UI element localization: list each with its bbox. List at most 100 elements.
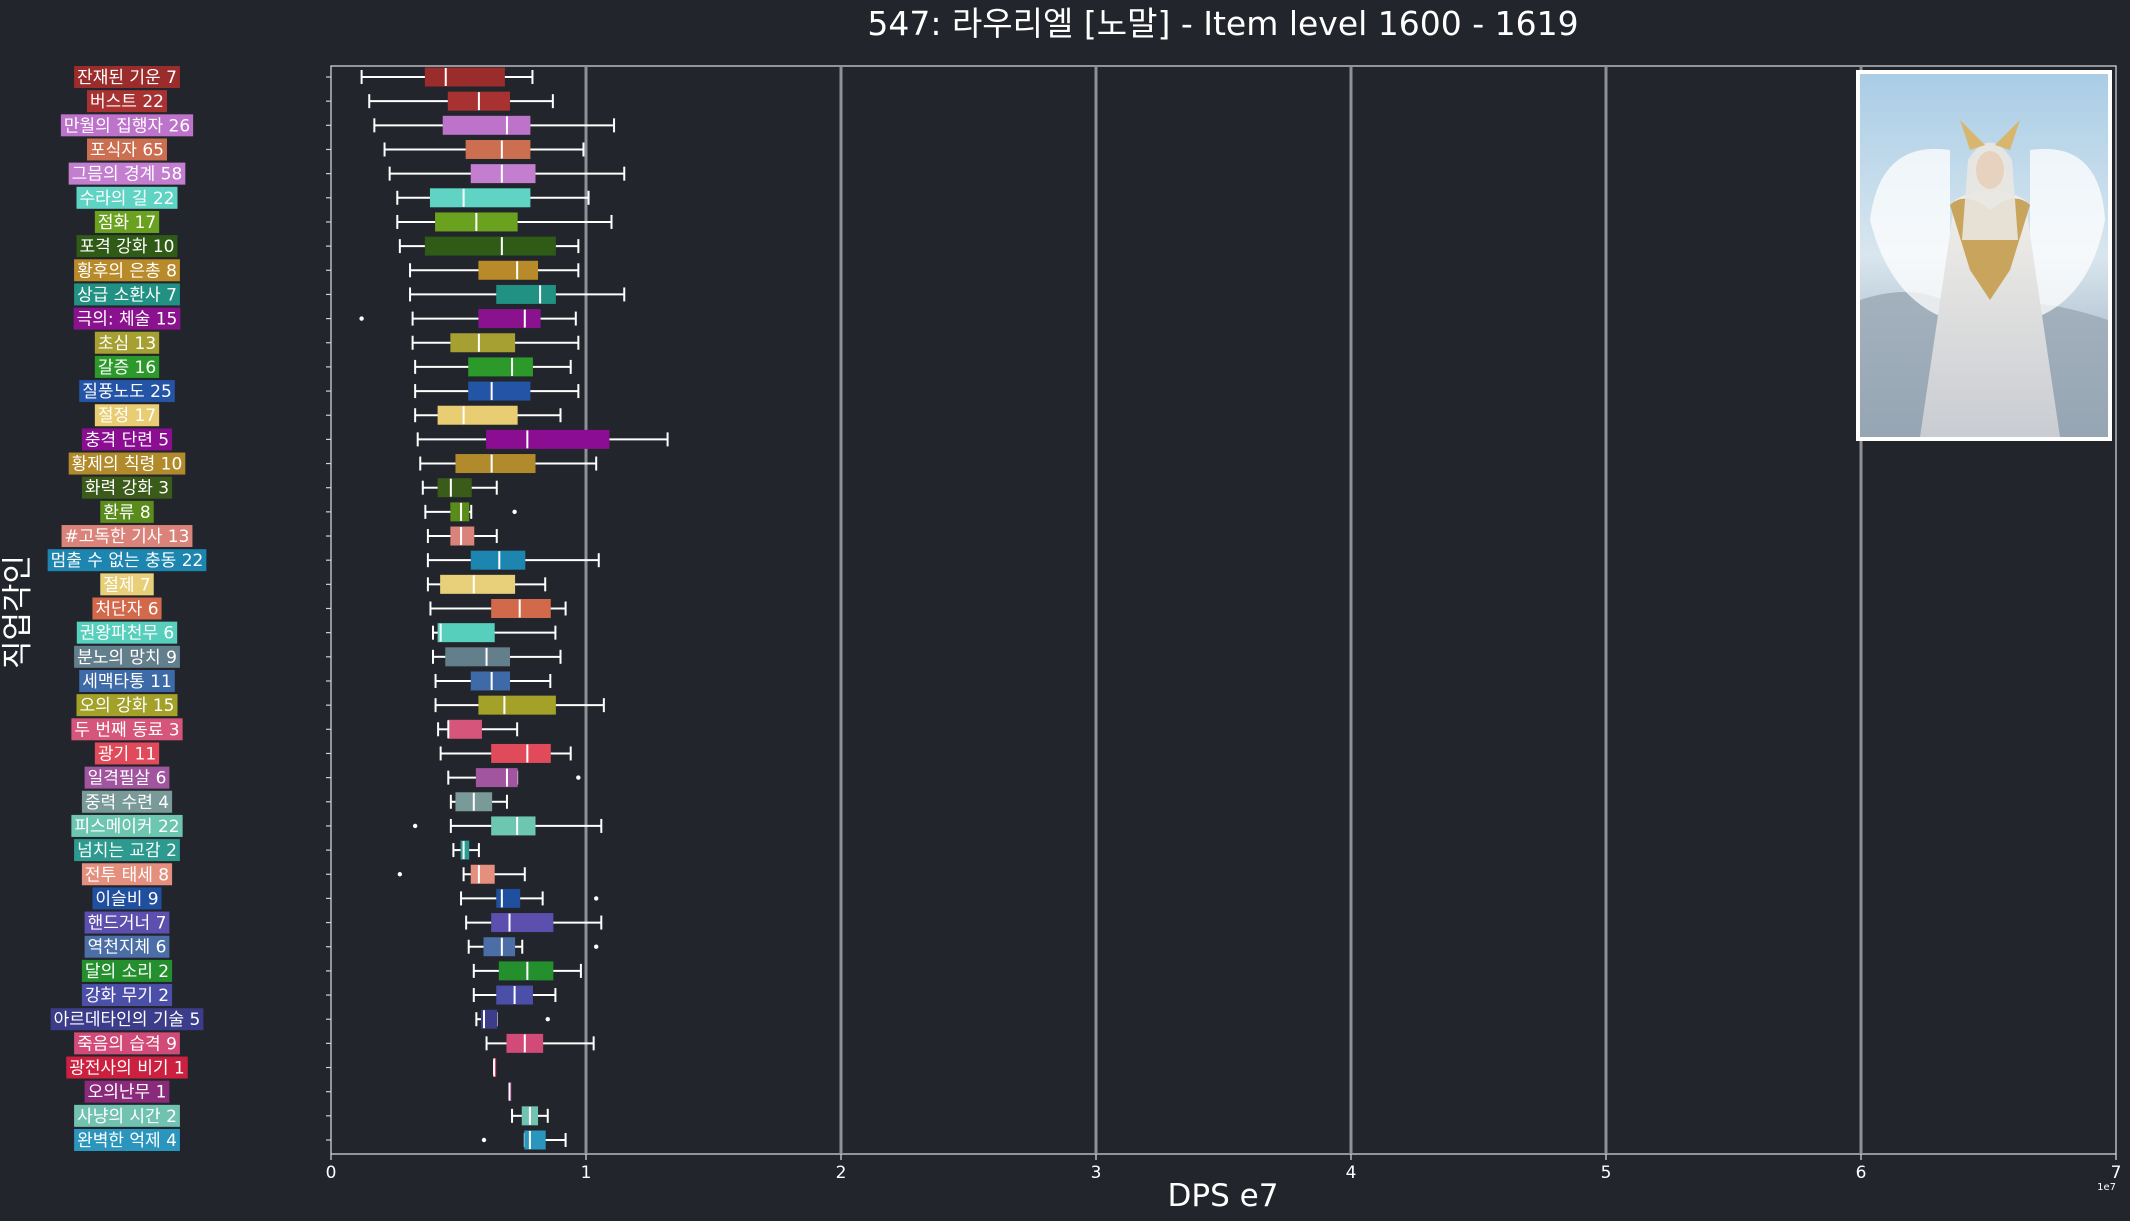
category-label-bg (74, 645, 180, 668)
iqr-box (450, 526, 475, 546)
category-label-bg (73, 307, 181, 330)
category-label-bg (94, 355, 160, 378)
category-label-text: 죽음의 습격 9 (77, 1034, 177, 1054)
category-label-bg (71, 718, 183, 741)
iqr-box (470, 550, 526, 570)
category-label-text: 버스트 22 (90, 92, 164, 112)
iqr-box (468, 381, 531, 401)
category-label-text: 절제 7 (103, 575, 151, 595)
box-16 (326, 454, 598, 474)
category-label-29: 일격필살 6 (84, 766, 170, 789)
category-label-text: 황후의 은총 8 (77, 261, 177, 281)
iqr-box (450, 502, 470, 522)
outlier-point (594, 944, 599, 949)
category-label-text: 잔재된 기운 7 (77, 68, 177, 88)
category-label-bg (76, 235, 178, 258)
boss-portrait (1856, 70, 2112, 441)
category-label-text: 점화 17 (98, 213, 156, 233)
category-label-bg (81, 984, 173, 1007)
category-label-bg (74, 1032, 180, 1055)
category-label-text: 극의: 체술 15 (77, 310, 178, 330)
category-label-bg (84, 935, 170, 958)
category-label-bg (94, 210, 160, 233)
category-label-text: 피스메이커 22 (74, 817, 179, 837)
category-label-bg (94, 404, 160, 427)
category-label-text: 절정 17 (98, 406, 156, 426)
box-35 (326, 913, 603, 933)
iqr-box (475, 768, 518, 788)
x-tick-label: 3 (1091, 1163, 1102, 1183)
category-label-text: 만월의 집행자 26 (64, 116, 190, 136)
category-label-text: 포격 강화 10 (80, 237, 175, 257)
box-22 (326, 599, 567, 618)
x-tick-label: 2 (836, 1163, 847, 1183)
category-label-bg (100, 500, 154, 523)
category-label-bg (79, 380, 175, 403)
category-label-32: 넘치는 교감 2 (74, 839, 180, 862)
iqr-box (450, 333, 516, 353)
category-label-bg (94, 742, 160, 765)
category-label-25: 세맥타통 11 (79, 669, 175, 692)
category-label-38: 강화 무기 2 (81, 984, 173, 1007)
iqr-box (480, 1009, 498, 1029)
category-label-12: 갈증 16 (94, 355, 160, 378)
category-label-bg (68, 452, 186, 475)
category-label-bg (76, 621, 178, 644)
iqr-box (498, 961, 554, 981)
category-label-bg (50, 1008, 204, 1031)
box-34 (326, 888, 599, 908)
category-label-bg (74, 283, 180, 306)
category-label-10: 극의: 체술 15 (73, 307, 181, 330)
box-30 (326, 792, 508, 812)
category-label-text: 일격필살 6 (88, 769, 167, 789)
box-12 (326, 357, 572, 377)
category-label-text: 중력 수련 4 (85, 793, 169, 813)
category-label-text: 수라의 길 22 (80, 189, 175, 209)
category-label-8: 황후의 은총 8 (74, 259, 180, 282)
category-label-bg (74, 66, 180, 88)
category-label-4: 그믐의 경계 58 (68, 162, 186, 185)
category-label-26: 오의 강화 15 (76, 694, 178, 717)
category-label-bg (94, 331, 160, 354)
category-label-16: 황제의 칙령 10 (68, 452, 186, 475)
category-label-bg (81, 476, 173, 499)
category-label-34: 이슬비 9 (92, 887, 162, 910)
box-32 (326, 840, 480, 860)
outlier-point (359, 316, 364, 321)
iqr-box (486, 429, 610, 449)
box-38 (326, 985, 557, 1005)
x-tick-label: 7 (2111, 1163, 2122, 1183)
iqr-box (491, 816, 536, 836)
iqr-box (437, 405, 518, 425)
outlier-point (412, 823, 418, 829)
x-axis-ticks: 0 1 2 3 4 5 6 7 (326, 1154, 2122, 1183)
box-33 (326, 864, 526, 884)
category-label-6: 점화 17 (94, 210, 160, 233)
x-tick-label: 4 (1346, 1163, 1357, 1183)
category-label-3: 포식자 65 (87, 138, 167, 161)
box-37 (326, 961, 582, 981)
box-28 (326, 743, 572, 763)
category-label-7: 포격 강화 10 (76, 235, 178, 258)
iqr-box (437, 623, 495, 643)
category-label-bg (74, 1104, 180, 1127)
box-6 (326, 212, 613, 232)
iqr-box (424, 67, 505, 87)
x-tick-label: 6 (1856, 1163, 1867, 1183)
category-label-text: 분노의 망치 9 (77, 648, 177, 668)
category-label-2: 만월의 집행자 26 (60, 114, 194, 137)
iqr-box (442, 115, 531, 135)
category-label-bg (81, 790, 173, 813)
category-label-text: 아르데타인의 기술 5 (54, 1010, 201, 1030)
iqr-box (524, 1130, 546, 1150)
category-label-text: 환류 8 (103, 503, 151, 523)
category-label-text: 충격 단련 5 (85, 430, 169, 450)
category-label-text: 두 번째 동료 3 (74, 720, 179, 740)
box-14 (326, 405, 562, 425)
box-0 (326, 67, 534, 87)
box-21 (326, 574, 547, 594)
iqr-box (496, 888, 521, 908)
category-label-bg (76, 186, 178, 209)
category-label-bg (47, 549, 207, 572)
